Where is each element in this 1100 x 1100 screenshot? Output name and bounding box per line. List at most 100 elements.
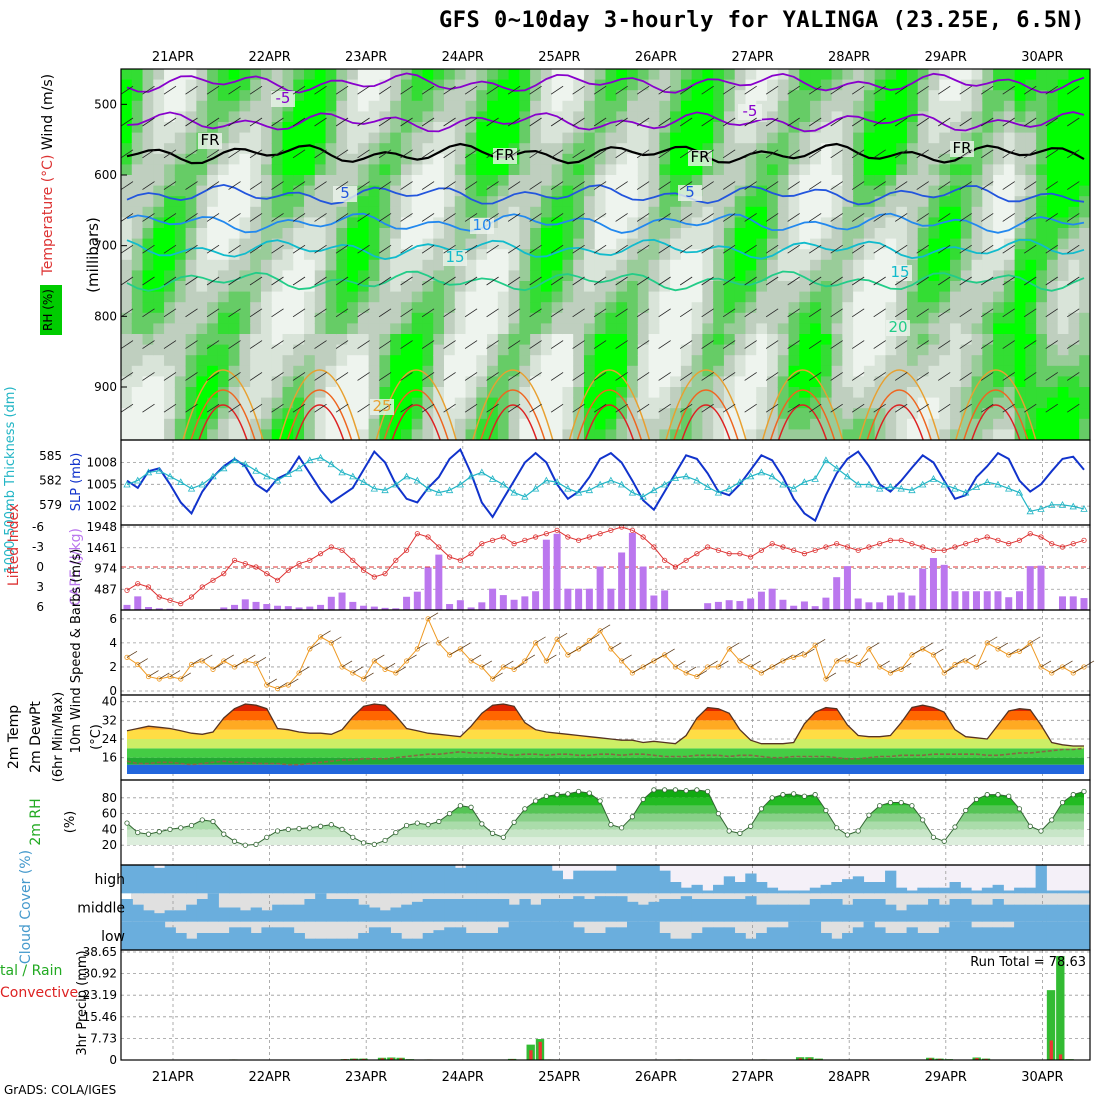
rh-cell <box>260 249 273 261</box>
rh-cell <box>357 302 370 314</box>
wind-barb <box>443 372 456 381</box>
rh-cell <box>519 196 531 208</box>
rh-cell <box>131 302 144 314</box>
rh-point <box>188 822 195 829</box>
rh-cell <box>131 259 144 271</box>
cloud-bar <box>616 865 628 894</box>
rh-cell <box>799 323 811 335</box>
rh-cell <box>142 259 154 271</box>
rh-cell <box>282 418 294 430</box>
rh-cell <box>454 334 467 346</box>
rh-cell <box>487 143 499 155</box>
wind-barb <box>894 308 908 318</box>
rh-cell <box>874 90 887 102</box>
rh-cell <box>1046 387 1059 399</box>
rh-cell <box>820 418 833 430</box>
rh-cell <box>917 196 930 208</box>
rh-cell <box>594 418 607 430</box>
thickness-point <box>531 484 540 492</box>
rh-cell <box>508 90 520 102</box>
cloud-bar <box>272 865 284 894</box>
rh-cell <box>390 238 402 250</box>
wind-speed-point <box>694 673 700 680</box>
rh-cell <box>637 429 650 440</box>
rh-cell <box>960 397 973 409</box>
rh-cell <box>853 429 865 440</box>
wind-barb <box>851 340 865 349</box>
rh-cell <box>228 429 241 440</box>
cloud-bar <box>454 927 467 950</box>
rh-cell <box>723 206 736 218</box>
rh-cell <box>1036 249 1048 261</box>
wind-barb-10m <box>1008 648 1019 656</box>
thickness-point <box>295 464 303 472</box>
rh-cell <box>1036 397 1048 409</box>
rh-cell <box>627 365 639 377</box>
cloud-bar <box>949 882 961 894</box>
wind-barb <box>163 372 177 381</box>
rh-cell <box>282 164 294 176</box>
rh-cell <box>799 312 811 324</box>
rh-cell <box>993 397 1005 409</box>
wind-barb-10m <box>320 630 331 638</box>
cloud-bar <box>756 882 768 894</box>
rh-cell <box>960 387 973 399</box>
rh-cell <box>562 397 574 409</box>
cloud-bar <box>788 890 800 894</box>
cloud-bar <box>540 921 553 950</box>
rh-cell <box>896 387 908 399</box>
rh-cell <box>799 90 811 102</box>
date-label-bottom: 29APR <box>925 1070 967 1085</box>
rh-point <box>855 828 861 834</box>
rh-cell <box>939 79 951 91</box>
rh-cell <box>896 238 908 250</box>
rh-cell <box>1003 302 1016 314</box>
rh-cell <box>1014 291 1026 303</box>
rh-cell <box>659 249 671 261</box>
cloud-bar <box>304 865 316 894</box>
rh-cell <box>411 100 424 112</box>
rh-cell <box>1003 429 1016 440</box>
wind-barb <box>378 149 392 159</box>
wind-barb <box>615 403 628 413</box>
rh-cell <box>928 122 940 134</box>
rh-cell <box>551 90 564 102</box>
y-tick-label-wind: 6 <box>109 612 117 626</box>
wind-barb <box>679 308 693 318</box>
rh-cell <box>971 111 983 123</box>
rh-cell <box>788 418 800 430</box>
rh-cell <box>1057 100 1070 112</box>
rh-cell <box>239 100 251 112</box>
rh-cell <box>1036 164 1048 176</box>
rh-cell <box>1036 185 1048 197</box>
thickness-point <box>521 492 529 500</box>
rh-point <box>1038 828 1044 834</box>
rh-cell <box>540 334 553 346</box>
wind-barb-10m <box>599 624 611 632</box>
rh-cell <box>982 132 994 144</box>
rh-cell <box>691 228 703 240</box>
rh-cell <box>928 175 940 187</box>
wind-speed-point <box>640 664 646 670</box>
rh-cell <box>842 323 854 335</box>
rh-cell <box>1014 323 1026 335</box>
rh-cell <box>1014 111 1026 123</box>
cloud-bar <box>842 904 854 922</box>
wind-barb <box>249 117 263 127</box>
cape-bar <box>489 588 497 610</box>
rh-cell <box>400 408 413 420</box>
rh-cell <box>411 291 424 303</box>
rh-cell <box>444 69 456 81</box>
rh-cell <box>142 111 154 123</box>
rh-cell <box>444 153 456 165</box>
y-tick-label-li: -3 <box>32 540 44 554</box>
rh-cell <box>917 302 930 314</box>
rh-cell <box>583 143 596 155</box>
rh-legend-swatch <box>40 285 62 335</box>
rh-cell <box>960 302 973 314</box>
cloud-bar <box>1046 890 1058 894</box>
rh-cell <box>487 175 499 187</box>
rh-cell <box>164 408 176 420</box>
rh-cell <box>971 397 983 409</box>
rh-cell <box>196 217 208 229</box>
